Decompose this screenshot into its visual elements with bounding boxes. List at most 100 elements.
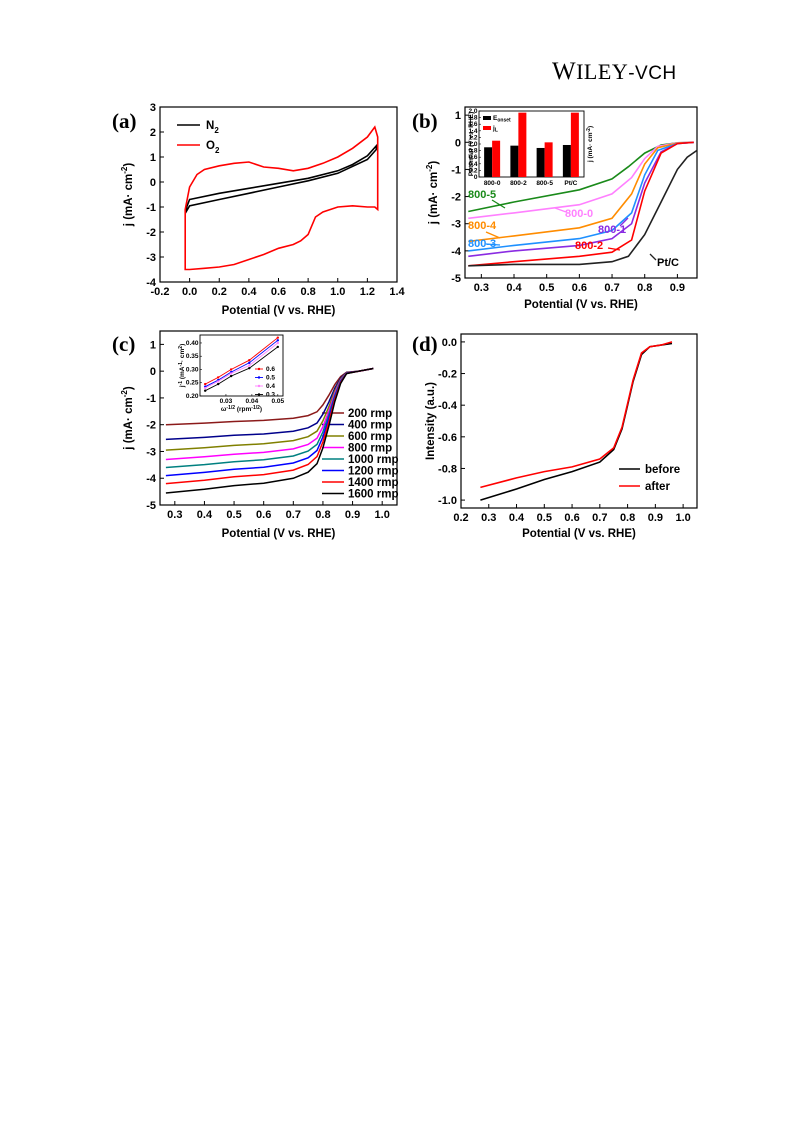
y-tick-label: 0.0 — [442, 337, 457, 349]
y-tick-label: 1 — [150, 152, 156, 164]
x-tick-label: 0.3 — [481, 512, 496, 524]
x-tick-label: 0.7 — [286, 509, 301, 521]
inset-point — [276, 336, 280, 339]
inset-point — [248, 358, 251, 362]
inset-y-label: j-1 (mA-1· cm2) — [178, 344, 186, 389]
y-tick-label: 1 — [455, 110, 461, 122]
y-axis-label-sup: -2 — [120, 166, 129, 174]
x-tick-label: 0.0 — [182, 286, 197, 298]
x-tick-label: 0.9 — [670, 282, 685, 294]
inset-y-tick-label: 0.2 — [468, 167, 477, 174]
inset-x-tick-label: 0.05 — [271, 398, 284, 405]
y-tick-label: -2 — [451, 192, 461, 204]
inset-y-label-right-main: j (mA· cm — [587, 132, 594, 163]
x-tick-label: 0.4 — [241, 286, 257, 298]
legend-label: 800 rmp — [348, 443, 392, 455]
inset-point — [203, 382, 207, 386]
inset-legend-label: 0.5 — [266, 375, 275, 382]
inset-bar — [518, 112, 527, 177]
y-tick-label: -4 — [146, 473, 157, 485]
series-line — [480, 341, 673, 489]
inset-legend-swatch — [483, 126, 491, 130]
inset-legend-swatch — [483, 116, 491, 120]
legend-label: before — [645, 464, 680, 476]
y-tick-label: -4 — [146, 277, 157, 289]
inset-y-tick-label: 2.0 — [468, 108, 477, 115]
y-axis-label: j (mA· cm-2) — [120, 163, 135, 228]
inset-y-tick-label: 0.35 — [186, 353, 199, 360]
inset-x-label-unit: (rpm — [235, 406, 251, 413]
x-axis-label: Potential (V vs. RHE) — [524, 299, 638, 311]
inset-point — [248, 361, 251, 365]
y-tick-label: -3 — [146, 252, 156, 264]
series-annotation: Pt/C — [657, 257, 679, 269]
x-tick-label: 0.9 — [648, 512, 663, 524]
inset-x-tick-label: 0.04 — [246, 398, 259, 405]
inset-y-tick-label: 1.8 — [468, 115, 477, 122]
series-line — [165, 367, 374, 494]
inset-point — [229, 368, 233, 371]
inset-y-label-unit2-sup: 2 — [178, 346, 184, 349]
inset-x-label-sup: -1/2 — [226, 405, 235, 411]
legend-label: 1600 rmp — [348, 489, 399, 501]
x-tick-label: 0.3 — [474, 282, 489, 294]
x-tick-label: 0.7 — [604, 282, 619, 294]
panel-c: (c)0.3 0.4 0.5 0.6 0.7 0.8 0.9 1.0-5-4-3-2-1012… — [112, 330, 399, 540]
inset-point — [216, 382, 220, 386]
inset-legend-marker — [257, 393, 261, 396]
y-tick-label: -1 — [146, 393, 156, 405]
x-axis-label: Potential (V vs. RHE) — [222, 305, 336, 317]
y-tick-label: -0.2 — [438, 369, 457, 381]
inset-y-label-unit: (mA — [179, 366, 186, 381]
y-tick-label: -2 — [146, 420, 156, 432]
y-axis-label-main: j (mA· cm — [428, 172, 440, 225]
inset-y-tick-label: 0.6 — [468, 154, 477, 161]
series-annotation: 800-1 — [598, 224, 626, 236]
series-annotation: 800-5 — [468, 189, 496, 201]
x-tick-label: 0.8 — [637, 282, 652, 294]
y-tick-label: -1 — [146, 202, 156, 214]
legend-label-sub: 2 — [214, 126, 219, 135]
inset-x-tick-label: 800-0 — [484, 180, 501, 187]
inset-y-tick-label: 0.4 — [468, 161, 477, 168]
inset-legend-marker — [257, 367, 261, 371]
legend-label: 200 rmp — [348, 408, 392, 420]
annotation-arrow — [485, 231, 501, 239]
logo-vch: VCH — [635, 63, 677, 84]
inset-y-label-right-sup: -2 — [586, 128, 592, 133]
annotation-arrow — [649, 253, 657, 261]
inset-y-label-left: Potential (V vs. RHE) — [468, 112, 475, 176]
x-tick-label: 0.7 — [592, 512, 607, 524]
legend-label: 1000 rmp — [348, 454, 399, 466]
inset-legend-label: 0.4 — [266, 383, 275, 390]
y-tick-label: -2 — [146, 227, 156, 239]
inset-x-tick-label: Pt/C — [564, 180, 577, 187]
y-axis-label-main: j (mA· cm — [123, 397, 135, 450]
inset-point — [276, 339, 280, 342]
legend-label-sub: 2 — [215, 146, 220, 155]
inset-y-tick-label: 0.8 — [468, 148, 477, 155]
inset-point — [248, 366, 251, 370]
inset-legend-main: E — [493, 115, 498, 122]
y-axis-label: j (mA· cm-2) — [120, 386, 135, 451]
x-tick-label: 0.6 — [271, 286, 286, 298]
series-line — [468, 149, 698, 267]
inset-legend-marker — [257, 376, 261, 379]
panel-label: (b) — [412, 109, 438, 133]
annotation-arrow — [485, 243, 501, 246]
logo-w: W — [552, 58, 577, 85]
y-tick-label: -3 — [146, 446, 156, 458]
legend-label: N2 — [206, 120, 219, 135]
inset-x-tick-label: 800-2 — [510, 180, 527, 187]
x-tick-label: 0.8 — [315, 509, 330, 521]
x-tick-label: 0.6 — [256, 509, 271, 521]
legend-label-main: O — [206, 140, 215, 152]
inset-x-tick-label: 0.03 — [220, 398, 233, 405]
series-line — [184, 125, 379, 271]
panel-label: (a) — [112, 109, 137, 133]
x-tick-label: 0.4 — [197, 509, 213, 521]
inset-point — [216, 376, 220, 379]
legend-label: O2 — [206, 140, 220, 155]
inset-point — [229, 374, 233, 378]
